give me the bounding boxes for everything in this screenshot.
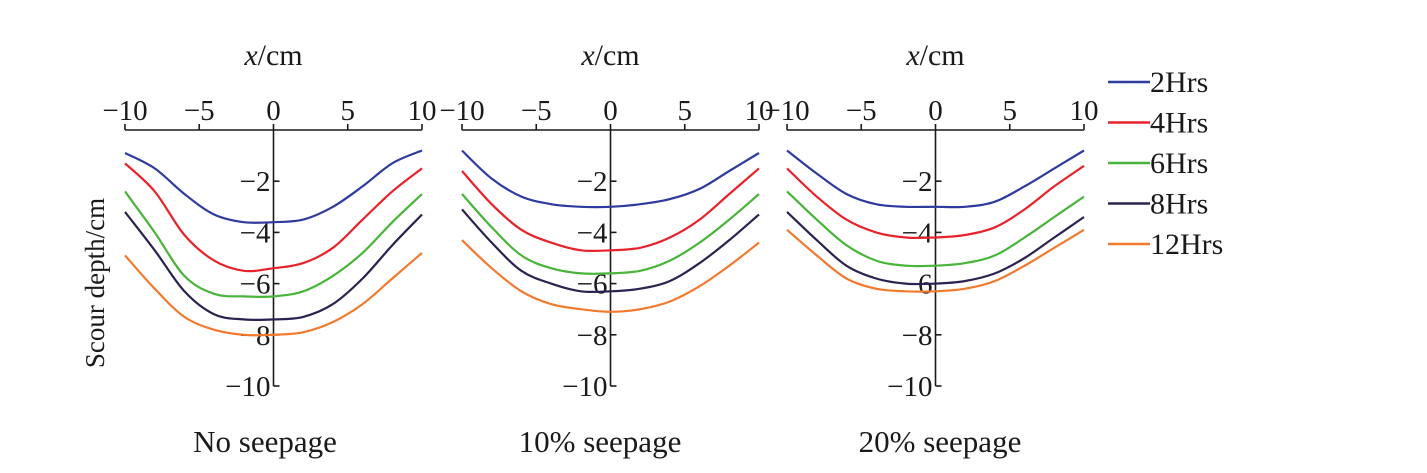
legend-item: 4Hrs <box>1108 107 1208 140</box>
legend-item: 2Hrs <box>1108 66 1208 99</box>
series-line-8hrs <box>786 211 1085 286</box>
x-tick-label: 10 <box>1070 95 1099 127</box>
series-line-8hrs <box>461 208 760 294</box>
legend-label: 6Hrs <box>1150 147 1208 180</box>
x-axis-label-unit: /cm <box>258 39 303 72</box>
y-tick-label: −2 <box>240 166 271 198</box>
x-axis-label: x/cm <box>905 39 964 72</box>
x-axis-label-unit: /cm <box>595 39 640 72</box>
legend-label: 2Hrs <box>1150 66 1208 99</box>
series-line-12hrs <box>786 228 1085 293</box>
x-axis-label: x/cm <box>243 39 302 72</box>
x-axis-label: x/cm <box>580 39 639 72</box>
series-line-4hrs <box>124 162 423 273</box>
legend-item: 8Hrs <box>1108 188 1208 221</box>
y-tick-label: −6 <box>240 269 271 301</box>
legend-label: 8Hrs <box>1150 188 1208 221</box>
y-tick-label: −2 <box>577 166 608 198</box>
series-line-2hrs <box>124 149 423 224</box>
x-tick-label: 5 <box>341 95 356 127</box>
series-line-6hrs <box>461 193 760 275</box>
series-line-6hrs <box>124 190 423 299</box>
y-tick-label: −10 <box>225 371 270 403</box>
panel-title: 20% seepage <box>859 424 1022 459</box>
legend-item: 12Hrs <box>1108 228 1223 261</box>
series-line-8hrs <box>124 211 423 322</box>
x-axis-label-unit: /cm <box>920 39 965 72</box>
y-axis-label: Scour depth/cm <box>80 198 110 368</box>
x-axis-label-variable: x <box>905 39 920 72</box>
x-tick-label: 5 <box>678 95 693 127</box>
y-tick-label: −10 <box>887 371 932 403</box>
x-axis-label-variable: x <box>243 39 258 72</box>
x-tick-label: −10 <box>102 95 147 127</box>
panel-title: 10% seepage <box>519 424 682 459</box>
series-line-2hrs <box>786 149 1085 209</box>
legend: 2Hrs 4Hrs 6Hrs 8Hrs 12Hrs <box>1108 66 1223 261</box>
legend-item: 6Hrs <box>1108 147 1208 180</box>
y-tick-label: −8 <box>902 320 933 352</box>
x-tick-label: 5 <box>1003 95 1018 127</box>
series-line-4hrs <box>786 164 1085 240</box>
y-tick-label: −8 <box>577 320 608 352</box>
x-tick-label: 0 <box>928 95 943 127</box>
x-tick-label: 10 <box>745 95 774 127</box>
x-tick-label: −5 <box>184 95 215 127</box>
y-tick-label: −2 <box>902 166 933 198</box>
legend-label: 4Hrs <box>1150 107 1208 140</box>
panel-title: No seepage <box>193 424 337 459</box>
x-tick-label: −10 <box>764 95 809 127</box>
x-tick-label: 10 <box>408 95 437 127</box>
y-tick-label: −4 <box>577 217 608 249</box>
x-tick-label: −5 <box>521 95 552 127</box>
legend-label: 12Hrs <box>1150 228 1223 261</box>
x-tick-label: 0 <box>603 95 618 127</box>
x-tick-label: 0 <box>266 95 281 127</box>
x-tick-label: −5 <box>846 95 877 127</box>
series-line-12hrs <box>461 239 760 313</box>
x-tick-label: −10 <box>439 95 484 127</box>
y-tick-label: −10 <box>562 371 607 403</box>
x-axis-label-variable: x <box>580 39 595 72</box>
series-line-2hrs <box>461 149 760 209</box>
y-tick-label: −4 <box>902 217 933 249</box>
series-line-12hrs <box>124 252 423 337</box>
series-line-4hrs <box>461 167 760 253</box>
series-line-6hrs <box>786 190 1085 268</box>
